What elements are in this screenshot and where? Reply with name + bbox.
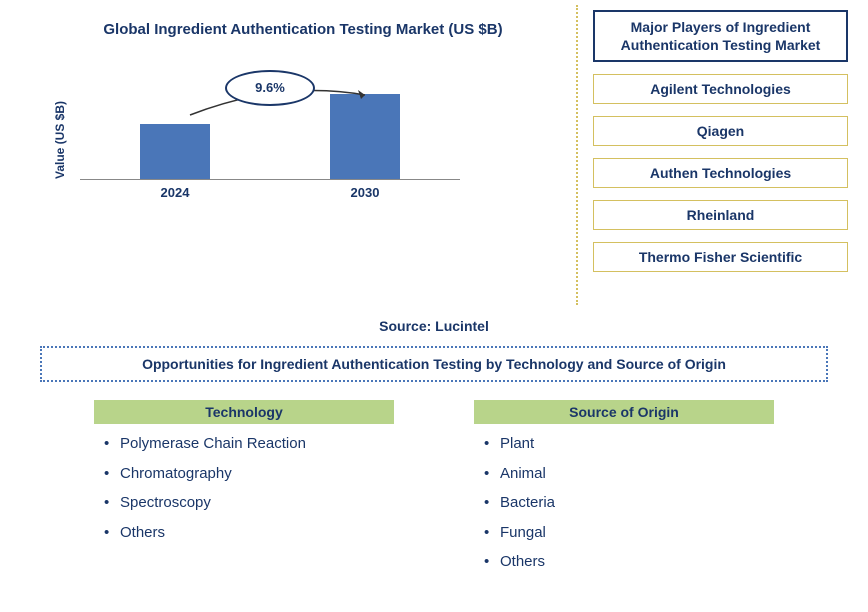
technology-column: Technology Polymerase Chain Reaction Chr… <box>94 400 394 582</box>
bar-2024 <box>140 124 210 179</box>
chart-box: Value (US $B) 9.6% 2024 2030 <box>80 60 566 220</box>
players-panel: Major Players of Ingredient Authenticati… <box>578 0 868 310</box>
technology-list: Polymerase Chain Reaction Chromatography… <box>94 434 394 542</box>
player-0: Agilent Technologies <box>593 74 848 104</box>
x-labels: 2024 2030 <box>80 185 460 200</box>
list-item: Plant <box>484 434 774 454</box>
xlabel-1: 2030 <box>330 185 400 200</box>
y-axis-label: Value (US $B) <box>53 100 67 178</box>
list-item: Others <box>484 552 774 572</box>
list-item: Polymerase Chain Reaction <box>104 434 394 454</box>
growth-rate-label: 9.6% <box>225 70 315 106</box>
source-origin-list: Plant Animal Bacteria Fungal Others <box>474 434 774 572</box>
players-title: Major Players of Ingredient Authenticati… <box>593 10 848 62</box>
list-item: Others <box>104 523 394 543</box>
technology-header: Technology <box>94 400 394 424</box>
list-item: Spectroscopy <box>104 493 394 513</box>
chart-title: Global Ingredient Authentication Testing… <box>40 20 566 40</box>
list-item: Animal <box>484 464 774 484</box>
player-4: Thermo Fisher Scientific <box>593 242 848 272</box>
player-2: Authen Technologies <box>593 158 848 188</box>
source-origin-header: Source of Origin <box>474 400 774 424</box>
top-section: Global Ingredient Authentication Testing… <box>0 0 868 310</box>
chart-panel: Global Ingredient Authentication Testing… <box>0 0 576 310</box>
player-3: Rheinland <box>593 200 848 230</box>
source-label: Source: Lucintel <box>0 318 868 334</box>
list-item: Fungal <box>484 523 774 543</box>
source-origin-column: Source of Origin Plant Animal Bacteria F… <box>474 400 774 582</box>
opportunities-title: Opportunities for Ingredient Authenticat… <box>40 346 828 382</box>
xlabel-0: 2024 <box>140 185 210 200</box>
opportunity-columns: Technology Polymerase Chain Reaction Chr… <box>0 400 868 582</box>
player-1: Qiagen <box>593 116 848 146</box>
list-item: Bacteria <box>484 493 774 513</box>
list-item: Chromatography <box>104 464 394 484</box>
